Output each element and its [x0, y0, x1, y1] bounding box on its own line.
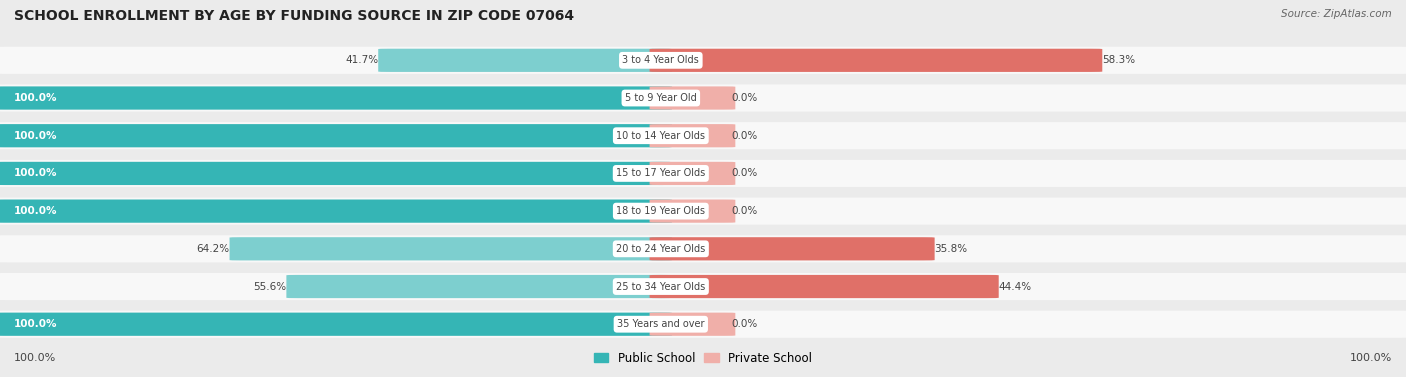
FancyBboxPatch shape [0, 162, 672, 185]
FancyBboxPatch shape [650, 162, 735, 185]
Text: 58.3%: 58.3% [1102, 55, 1136, 65]
FancyBboxPatch shape [650, 124, 735, 147]
FancyBboxPatch shape [0, 86, 672, 110]
Text: 55.6%: 55.6% [253, 282, 287, 291]
FancyBboxPatch shape [0, 122, 1406, 149]
Text: 10 to 14 Year Olds: 10 to 14 Year Olds [616, 131, 706, 141]
Text: 100.0%: 100.0% [14, 131, 58, 141]
Text: 18 to 19 Year Olds: 18 to 19 Year Olds [616, 206, 706, 216]
FancyBboxPatch shape [0, 198, 1406, 225]
FancyBboxPatch shape [0, 47, 1406, 74]
Text: 20 to 24 Year Olds: 20 to 24 Year Olds [616, 244, 706, 254]
FancyBboxPatch shape [650, 49, 1102, 72]
Text: 100.0%: 100.0% [14, 169, 58, 178]
Text: 0.0%: 0.0% [731, 169, 758, 178]
Text: 100.0%: 100.0% [1350, 353, 1392, 363]
FancyBboxPatch shape [0, 160, 1406, 187]
FancyBboxPatch shape [650, 313, 735, 336]
FancyBboxPatch shape [0, 124, 672, 147]
Text: 0.0%: 0.0% [731, 319, 758, 329]
Text: Source: ZipAtlas.com: Source: ZipAtlas.com [1281, 9, 1392, 20]
FancyBboxPatch shape [0, 313, 672, 336]
Text: 15 to 17 Year Olds: 15 to 17 Year Olds [616, 169, 706, 178]
Text: 0.0%: 0.0% [731, 93, 758, 103]
Text: 35.8%: 35.8% [935, 244, 967, 254]
Text: 5 to 9 Year Old: 5 to 9 Year Old [624, 93, 697, 103]
Text: 100.0%: 100.0% [14, 206, 58, 216]
FancyBboxPatch shape [650, 275, 998, 298]
FancyBboxPatch shape [0, 84, 1406, 112]
Text: 35 Years and over: 35 Years and over [617, 319, 704, 329]
Text: 41.7%: 41.7% [344, 55, 378, 65]
FancyBboxPatch shape [650, 237, 935, 261]
FancyBboxPatch shape [287, 275, 672, 298]
Text: 0.0%: 0.0% [731, 206, 758, 216]
FancyBboxPatch shape [378, 49, 672, 72]
Text: 3 to 4 Year Olds: 3 to 4 Year Olds [623, 55, 699, 65]
FancyBboxPatch shape [0, 235, 1406, 262]
Text: 64.2%: 64.2% [197, 244, 229, 254]
FancyBboxPatch shape [650, 199, 735, 223]
Text: SCHOOL ENROLLMENT BY AGE BY FUNDING SOURCE IN ZIP CODE 07064: SCHOOL ENROLLMENT BY AGE BY FUNDING SOUR… [14, 9, 574, 23]
Legend: Public School, Private School: Public School, Private School [589, 347, 817, 369]
FancyBboxPatch shape [0, 311, 1406, 338]
FancyBboxPatch shape [650, 86, 735, 110]
Text: 25 to 34 Year Olds: 25 to 34 Year Olds [616, 282, 706, 291]
FancyBboxPatch shape [0, 273, 1406, 300]
Text: 44.4%: 44.4% [998, 282, 1032, 291]
Text: 0.0%: 0.0% [731, 131, 758, 141]
Text: 100.0%: 100.0% [14, 319, 58, 329]
FancyBboxPatch shape [229, 237, 672, 261]
Text: 100.0%: 100.0% [14, 353, 56, 363]
FancyBboxPatch shape [0, 199, 672, 223]
Text: 100.0%: 100.0% [14, 93, 58, 103]
